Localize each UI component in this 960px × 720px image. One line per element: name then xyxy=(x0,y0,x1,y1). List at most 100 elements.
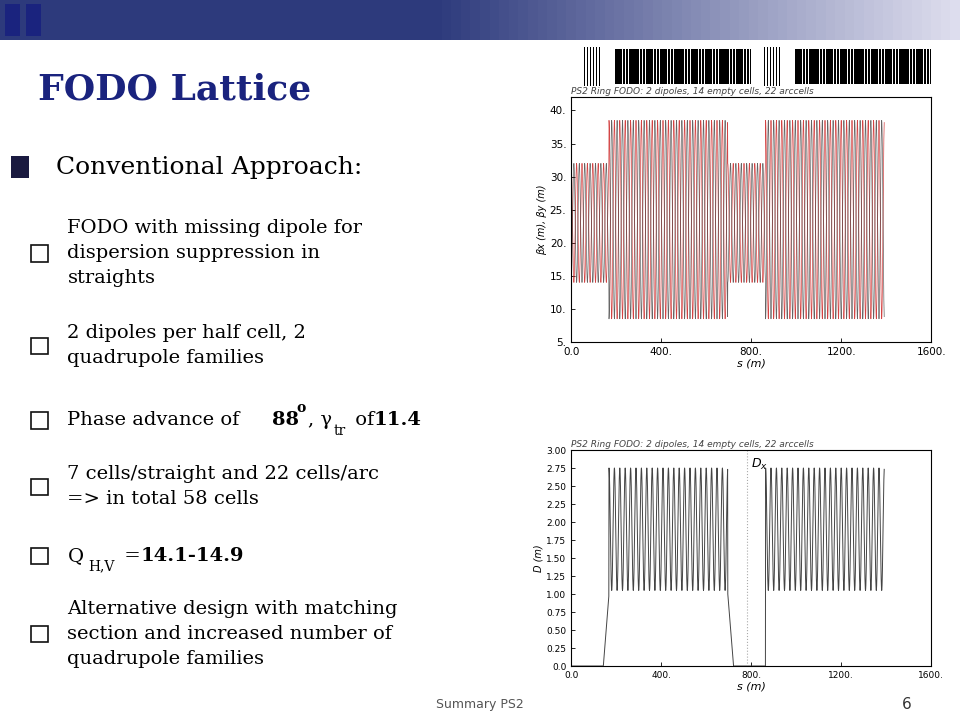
Bar xyxy=(702,49,703,84)
Bar xyxy=(803,49,804,84)
Bar xyxy=(677,49,678,84)
Bar xyxy=(801,49,803,84)
Bar xyxy=(838,49,839,84)
Bar xyxy=(832,49,833,84)
Bar xyxy=(595,0,606,40)
Bar xyxy=(629,49,630,84)
Text: 6: 6 xyxy=(902,697,912,711)
Bar xyxy=(31,246,48,261)
Bar xyxy=(830,49,831,84)
Bar xyxy=(642,49,644,84)
Bar xyxy=(125,0,135,40)
Bar xyxy=(689,49,690,84)
Bar xyxy=(461,0,471,40)
Bar xyxy=(749,0,759,40)
Bar xyxy=(106,0,116,40)
Bar xyxy=(442,0,452,40)
Bar xyxy=(922,49,924,84)
Bar xyxy=(883,0,894,40)
Bar xyxy=(652,49,653,84)
Bar xyxy=(659,49,660,84)
Bar xyxy=(787,0,798,40)
Bar xyxy=(823,49,824,84)
Bar xyxy=(860,49,861,84)
Bar xyxy=(691,49,692,84)
Bar xyxy=(288,0,299,40)
Bar xyxy=(269,0,279,40)
Bar xyxy=(29,0,39,40)
Bar xyxy=(576,0,587,40)
Bar xyxy=(941,0,951,40)
Bar xyxy=(926,49,928,84)
Bar xyxy=(724,49,725,84)
Bar xyxy=(638,49,639,84)
Bar xyxy=(928,49,929,84)
Text: Phase advance of: Phase advance of xyxy=(67,412,246,429)
Bar xyxy=(355,0,366,40)
Bar xyxy=(708,49,709,84)
Bar xyxy=(173,0,183,40)
Bar xyxy=(499,0,510,40)
Bar xyxy=(851,49,852,84)
Bar xyxy=(635,49,636,84)
Bar xyxy=(853,49,855,84)
Text: FODO Lattice: FODO Lattice xyxy=(38,73,312,107)
Text: 2 dipoles per half cell, 2
quadrupole families: 2 dipoles per half cell, 2 quadrupole fa… xyxy=(67,324,306,367)
Bar xyxy=(86,0,97,40)
Text: Summary PS2: Summary PS2 xyxy=(436,698,524,711)
Bar xyxy=(346,0,356,40)
Bar xyxy=(911,49,912,84)
Bar xyxy=(154,0,164,40)
Bar xyxy=(931,0,942,40)
Bar xyxy=(566,0,577,40)
Bar xyxy=(96,0,107,40)
Bar xyxy=(422,0,433,40)
Bar xyxy=(916,49,917,84)
Bar xyxy=(747,49,748,84)
Bar xyxy=(660,49,661,84)
Bar xyxy=(701,0,711,40)
Bar xyxy=(699,49,700,84)
Bar xyxy=(470,0,481,40)
Bar xyxy=(134,0,145,40)
Bar xyxy=(38,0,49,40)
Bar xyxy=(712,49,714,84)
Bar xyxy=(211,0,222,40)
Bar xyxy=(643,0,654,40)
Bar xyxy=(182,0,193,40)
Bar xyxy=(908,49,909,84)
Bar xyxy=(163,0,174,40)
X-axis label: s (m): s (m) xyxy=(736,359,766,368)
Bar xyxy=(835,0,846,40)
Bar xyxy=(874,49,876,84)
Bar xyxy=(817,49,818,84)
Bar xyxy=(768,0,779,40)
Bar xyxy=(614,0,625,40)
Bar xyxy=(873,49,874,84)
Bar xyxy=(707,49,708,84)
Bar xyxy=(913,49,914,84)
Bar xyxy=(661,49,662,84)
Bar xyxy=(826,0,836,40)
Bar xyxy=(672,49,673,84)
Bar xyxy=(833,49,835,84)
Bar xyxy=(715,49,717,84)
Bar xyxy=(644,49,645,84)
Bar xyxy=(925,49,926,84)
Bar xyxy=(893,0,903,40)
Bar xyxy=(614,49,616,84)
Bar xyxy=(240,0,251,40)
Bar xyxy=(697,49,698,84)
Text: 11.4: 11.4 xyxy=(373,412,421,429)
Bar xyxy=(815,49,816,84)
X-axis label: s (m): s (m) xyxy=(736,681,766,691)
Bar xyxy=(899,49,900,84)
Bar xyxy=(687,49,689,84)
Bar xyxy=(634,49,635,84)
Bar xyxy=(31,479,48,495)
Bar xyxy=(901,49,903,84)
Bar xyxy=(728,49,730,84)
Bar xyxy=(664,49,665,84)
Bar xyxy=(893,49,894,84)
Bar xyxy=(692,49,693,84)
